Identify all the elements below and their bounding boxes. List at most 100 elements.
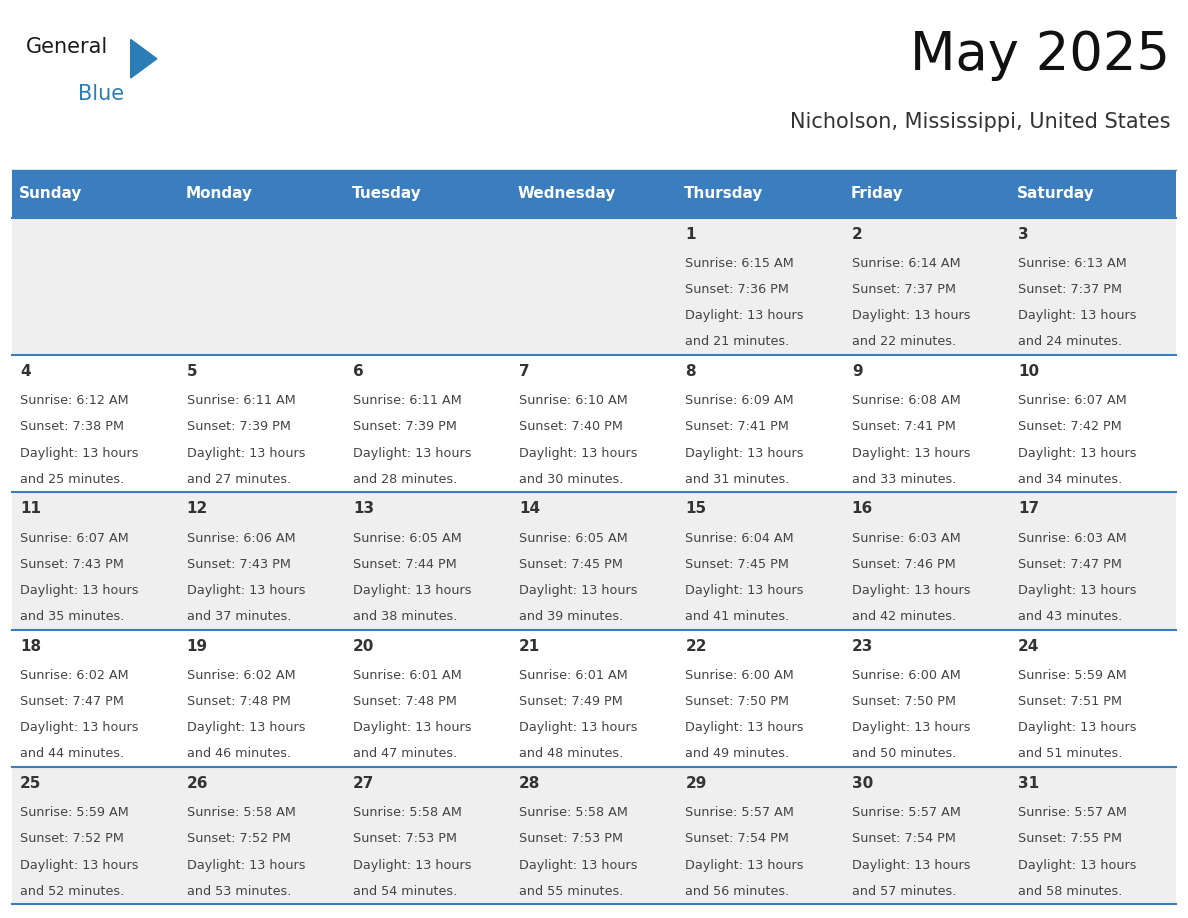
Text: Sunset: 7:37 PM: Sunset: 7:37 PM: [852, 283, 956, 297]
Text: Wednesday: Wednesday: [518, 186, 617, 201]
Bar: [677, 492, 843, 630]
Text: Sunrise: 6:05 AM: Sunrise: 6:05 AM: [519, 532, 628, 544]
Text: Sunset: 7:39 PM: Sunset: 7:39 PM: [187, 420, 290, 433]
Bar: [178, 170, 345, 218]
Bar: [345, 767, 511, 904]
Text: Daylight: 13 hours: Daylight: 13 hours: [353, 446, 472, 460]
Text: 23: 23: [852, 639, 873, 654]
Text: Sunrise: 6:05 AM: Sunrise: 6:05 AM: [353, 532, 462, 544]
Text: 11: 11: [20, 501, 42, 517]
Bar: [843, 355, 1010, 492]
Text: Sunset: 7:45 PM: Sunset: 7:45 PM: [685, 558, 789, 571]
Text: and 38 minutes.: and 38 minutes.: [353, 610, 457, 623]
Bar: [12, 630, 178, 767]
Text: Sunset: 7:41 PM: Sunset: 7:41 PM: [852, 420, 955, 433]
Text: Sunset: 7:45 PM: Sunset: 7:45 PM: [519, 558, 623, 571]
Text: and 49 minutes.: and 49 minutes.: [685, 747, 790, 760]
Text: Sunrise: 6:14 AM: Sunrise: 6:14 AM: [852, 257, 960, 270]
Text: Sunrise: 6:10 AM: Sunrise: 6:10 AM: [519, 395, 628, 408]
Text: 13: 13: [353, 501, 374, 517]
Text: 1: 1: [685, 227, 696, 241]
Bar: [843, 218, 1010, 355]
Text: Sunset: 7:47 PM: Sunset: 7:47 PM: [20, 695, 124, 708]
Text: 10: 10: [1018, 364, 1040, 379]
Bar: [12, 170, 178, 218]
Text: Daylight: 13 hours: Daylight: 13 hours: [1018, 309, 1137, 322]
Bar: [345, 630, 511, 767]
Text: Daylight: 13 hours: Daylight: 13 hours: [852, 446, 971, 460]
Text: 8: 8: [685, 364, 696, 379]
Text: and 52 minutes.: and 52 minutes.: [20, 885, 125, 898]
Text: 6: 6: [353, 364, 364, 379]
Text: Daylight: 13 hours: Daylight: 13 hours: [1018, 858, 1137, 871]
Text: Sunset: 7:38 PM: Sunset: 7:38 PM: [20, 420, 125, 433]
Bar: [345, 355, 511, 492]
Text: and 39 minutes.: and 39 minutes.: [519, 610, 624, 623]
Text: 27: 27: [353, 776, 374, 791]
Bar: [178, 355, 345, 492]
Text: Sunset: 7:48 PM: Sunset: 7:48 PM: [353, 695, 456, 708]
Text: Daylight: 13 hours: Daylight: 13 hours: [519, 446, 638, 460]
Text: Daylight: 13 hours: Daylight: 13 hours: [187, 584, 305, 597]
Text: 15: 15: [685, 501, 707, 517]
Text: Sunset: 7:46 PM: Sunset: 7:46 PM: [852, 558, 955, 571]
Text: Nicholson, Mississippi, United States: Nicholson, Mississippi, United States: [790, 112, 1170, 132]
Bar: [511, 767, 677, 904]
Text: and 51 minutes.: and 51 minutes.: [1018, 747, 1123, 760]
Text: Sunrise: 5:58 AM: Sunrise: 5:58 AM: [519, 806, 628, 820]
Bar: [843, 630, 1010, 767]
Bar: [12, 218, 178, 355]
Text: Daylight: 13 hours: Daylight: 13 hours: [852, 584, 971, 597]
Bar: [1010, 767, 1176, 904]
Bar: [12, 355, 178, 492]
Text: Daylight: 13 hours: Daylight: 13 hours: [20, 722, 139, 734]
Bar: [511, 355, 677, 492]
Bar: [12, 767, 178, 904]
Text: Sunset: 7:42 PM: Sunset: 7:42 PM: [1018, 420, 1121, 433]
Text: Daylight: 13 hours: Daylight: 13 hours: [685, 858, 804, 871]
Text: 3: 3: [1018, 227, 1029, 241]
Text: and 55 minutes.: and 55 minutes.: [519, 885, 624, 898]
Text: Sunrise: 6:04 AM: Sunrise: 6:04 AM: [685, 532, 794, 544]
Text: and 56 minutes.: and 56 minutes.: [685, 885, 790, 898]
Bar: [677, 767, 843, 904]
Text: and 50 minutes.: and 50 minutes.: [852, 747, 956, 760]
Text: Sunset: 7:43 PM: Sunset: 7:43 PM: [20, 558, 124, 571]
Bar: [843, 492, 1010, 630]
Text: 26: 26: [187, 776, 208, 791]
Text: Sunset: 7:36 PM: Sunset: 7:36 PM: [685, 283, 789, 297]
Bar: [1010, 170, 1176, 218]
Text: Sunrise: 5:57 AM: Sunrise: 5:57 AM: [852, 806, 961, 820]
Text: and 33 minutes.: and 33 minutes.: [852, 473, 956, 486]
Text: Sunset: 7:50 PM: Sunset: 7:50 PM: [852, 695, 956, 708]
Text: Daylight: 13 hours: Daylight: 13 hours: [1018, 446, 1137, 460]
Text: Sunset: 7:43 PM: Sunset: 7:43 PM: [187, 558, 290, 571]
Text: Sunset: 7:50 PM: Sunset: 7:50 PM: [685, 695, 790, 708]
Text: Sunrise: 5:57 AM: Sunrise: 5:57 AM: [685, 806, 795, 820]
Bar: [677, 218, 843, 355]
Text: Sunrise: 6:07 AM: Sunrise: 6:07 AM: [1018, 395, 1127, 408]
Text: 19: 19: [187, 639, 208, 654]
Text: Daylight: 13 hours: Daylight: 13 hours: [20, 446, 139, 460]
Text: and 35 minutes.: and 35 minutes.: [20, 610, 125, 623]
Text: General: General: [26, 37, 108, 57]
Text: Sunset: 7:39 PM: Sunset: 7:39 PM: [353, 420, 456, 433]
Text: Sunset: 7:40 PM: Sunset: 7:40 PM: [519, 420, 623, 433]
Text: Sunrise: 6:03 AM: Sunrise: 6:03 AM: [852, 532, 961, 544]
Text: Sunrise: 6:07 AM: Sunrise: 6:07 AM: [20, 532, 129, 544]
Bar: [511, 492, 677, 630]
Text: Daylight: 13 hours: Daylight: 13 hours: [852, 309, 971, 322]
Text: Sunrise: 6:06 AM: Sunrise: 6:06 AM: [187, 532, 295, 544]
Text: and 43 minutes.: and 43 minutes.: [1018, 610, 1123, 623]
Text: Sunrise: 6:11 AM: Sunrise: 6:11 AM: [353, 395, 462, 408]
Text: Sunset: 7:54 PM: Sunset: 7:54 PM: [852, 833, 955, 845]
Bar: [178, 767, 345, 904]
Text: Sunset: 7:53 PM: Sunset: 7:53 PM: [353, 833, 457, 845]
Bar: [511, 630, 677, 767]
Text: Sunset: 7:47 PM: Sunset: 7:47 PM: [1018, 558, 1121, 571]
Bar: [1010, 355, 1176, 492]
Text: 18: 18: [20, 639, 42, 654]
Text: Daylight: 13 hours: Daylight: 13 hours: [852, 858, 971, 871]
Text: Blue: Blue: [78, 84, 125, 105]
Text: and 28 minutes.: and 28 minutes.: [353, 473, 457, 486]
